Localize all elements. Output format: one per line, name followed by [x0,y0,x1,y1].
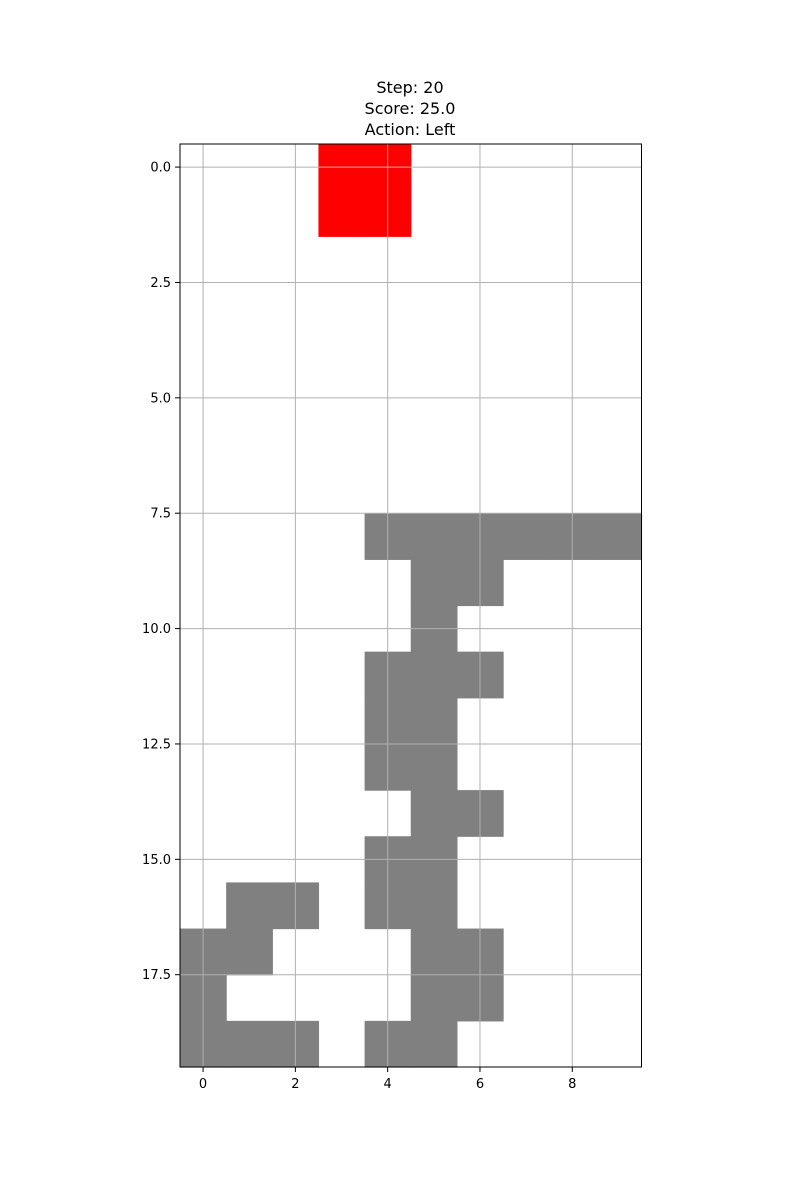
locked-block [410,697,458,745]
x-tick-label: 6 [476,1077,484,1092]
y-tick-label: 5.0 [150,391,171,406]
board-title: Step: 20 Score: 25.0 Action: Left [0,77,800,140]
x-tick-label: 0 [199,1077,207,1092]
y-tick-label: 12.5 [142,737,171,752]
board-gridlines [180,144,642,1067]
locked-block [410,882,458,930]
y-tick-label: 2.5 [150,276,171,291]
y-tick-label: 15.0 [142,853,171,868]
y-tick-label: 7.5 [150,507,171,522]
locked-block [410,513,458,560]
locked-block [410,974,458,1022]
locked-block [410,790,458,837]
y-tick-label: 10.0 [142,622,171,637]
locked-block [226,1020,273,1068]
x-tick-label: 4 [384,1077,392,1092]
locked-block [410,559,458,607]
locked-block [410,743,458,791]
score-display: Score: 25.0 [364,99,456,118]
y-tick-label: 0.0 [150,161,171,176]
last-action: Action: Left [364,120,456,139]
step-counter: Step: 20 [376,78,444,97]
locked-block [226,928,273,976]
locked-block [503,513,550,560]
locked-block [410,1020,458,1068]
y-tick-label: 17.5 [142,968,171,983]
x-tick-label: 8 [568,1077,576,1092]
board-frame [179,143,642,1068]
locked-block [226,882,273,930]
locked-block [410,928,458,976]
locked-block [595,513,643,560]
board-cells [180,144,643,1068]
locked-block [410,651,458,699]
active-piece-block [318,190,366,237]
axis-ticks: 0 2 4 6 8 0.0 2.5 5.0 7.5 10.0 12.5 15.0 17.5 [142,161,576,1092]
x-tick-label: 2 [291,1077,299,1092]
